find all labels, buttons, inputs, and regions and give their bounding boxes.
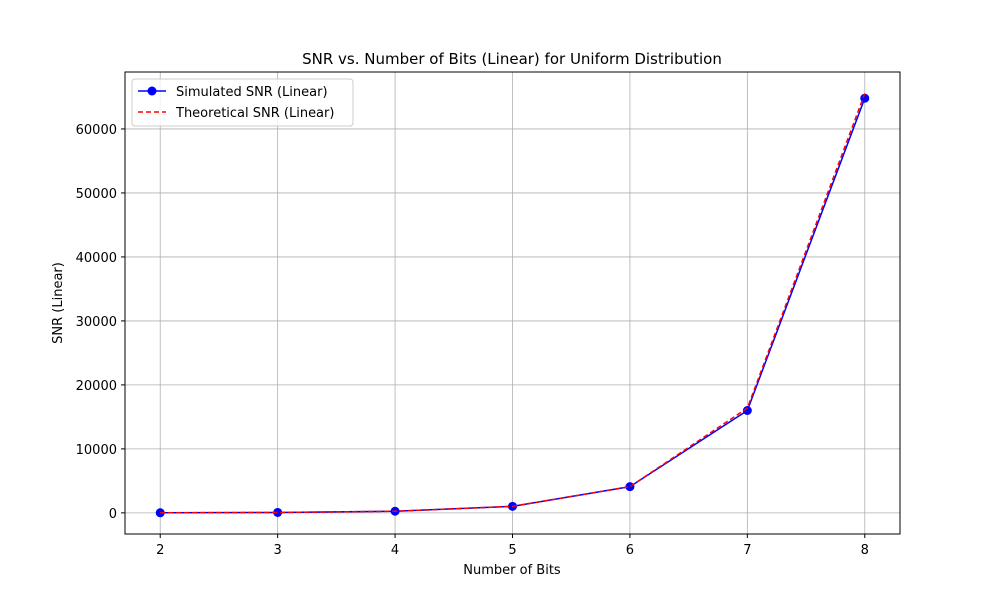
x-tick-label: 5 xyxy=(508,543,516,558)
legend-simulated-label: Simulated SNR (Linear) xyxy=(176,85,328,100)
x-tick-label: 3 xyxy=(274,543,282,558)
y-tick-label: 30000 xyxy=(76,315,117,330)
series-point-simulated xyxy=(860,93,870,103)
y-tick-label: 20000 xyxy=(76,379,117,394)
series-point-simulated xyxy=(742,406,752,416)
axis-ticks: 2 3 4 5 6 7 8 0 10000 20000 30000 40000 50000 60000 xyxy=(76,123,869,558)
y-tick-label: 60000 xyxy=(76,123,117,138)
legend-simulated-marker xyxy=(147,86,157,96)
x-tick-label: 4 xyxy=(391,543,399,558)
chart-title: SNR vs. Number of Bits (Linear) for Unif… xyxy=(302,50,722,68)
x-tick-label: 8 xyxy=(861,543,869,558)
series-layer xyxy=(155,93,870,518)
y-tick-label: 0 xyxy=(109,507,117,522)
x-axis-label: Number of Bits xyxy=(463,563,561,578)
y-tick-label: 40000 xyxy=(76,251,117,266)
series-line-theoretical xyxy=(160,93,866,514)
legend: Simulated SNR (Linear) Theoretical SNR (… xyxy=(131,78,354,127)
y-tick-label: 50000 xyxy=(76,187,117,202)
y-tick-label: 10000 xyxy=(76,443,117,458)
legend-theoretical-label: Theoretical SNR (Linear) xyxy=(175,106,334,121)
legend-box xyxy=(131,78,354,127)
x-tick-label: 6 xyxy=(626,543,634,558)
y-axis-label: SNR (Linear) xyxy=(51,262,66,344)
x-tick-label: 2 xyxy=(156,543,164,558)
series-point-simulated xyxy=(273,507,283,517)
x-tick-label: 7 xyxy=(743,543,751,558)
